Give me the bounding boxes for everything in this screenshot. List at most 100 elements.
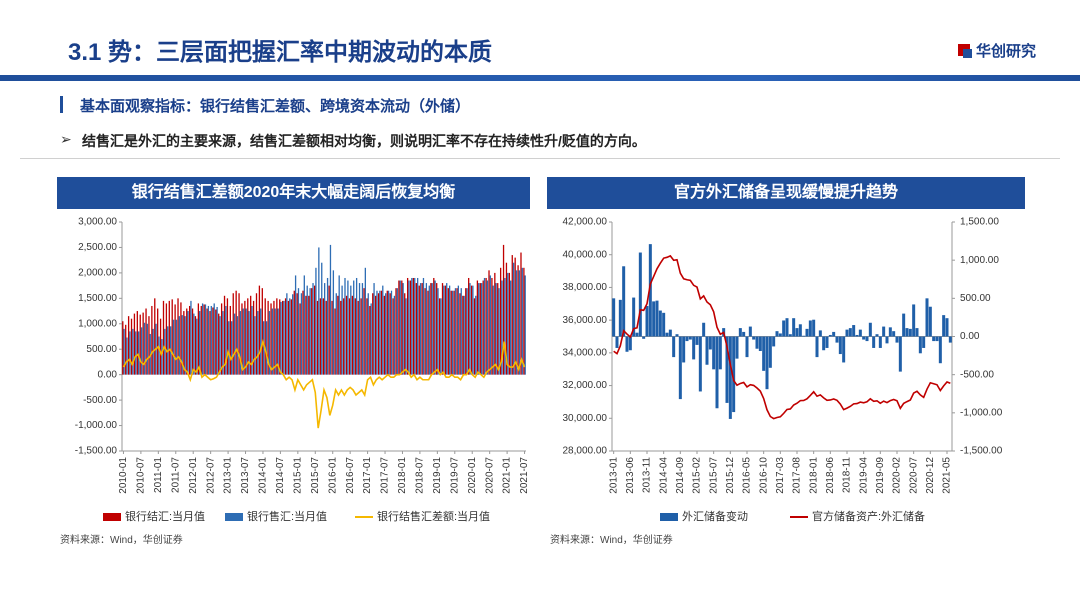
bar (241, 303, 243, 375)
bar (177, 298, 179, 375)
bar (507, 272, 509, 375)
bar (228, 321, 230, 375)
bar (708, 336, 712, 350)
bar (922, 336, 926, 348)
bar (322, 298, 324, 375)
bar (457, 285, 460, 375)
bar (483, 277, 486, 375)
bar (512, 262, 515, 375)
legend-label: 外汇储备变动 (682, 509, 748, 523)
bar (456, 288, 458, 375)
bar (858, 329, 862, 337)
bar (260, 308, 262, 375)
bar (399, 280, 401, 375)
bar (862, 336, 866, 340)
bar (612, 298, 616, 337)
y-tick-label: 32,000.00 (563, 380, 608, 391)
bar (825, 336, 829, 348)
bar (268, 311, 271, 375)
bar (331, 300, 333, 375)
bar (808, 320, 812, 337)
bar (521, 267, 523, 375)
bar (282, 300, 284, 375)
bar (312, 283, 314, 375)
bar (488, 270, 490, 375)
bar (328, 285, 330, 375)
bar (248, 311, 250, 375)
bar (122, 321, 124, 375)
bar (172, 319, 175, 375)
bar (297, 288, 300, 375)
bar (174, 304, 176, 375)
bar (444, 285, 447, 375)
bar (520, 252, 522, 375)
bar (912, 304, 916, 337)
bar (257, 311, 259, 375)
bar (193, 313, 195, 375)
bar (511, 255, 513, 375)
x-tick-label: 2012-01 (188, 457, 199, 494)
bar (436, 283, 438, 375)
legend-swatch (660, 513, 678, 521)
bar (479, 283, 481, 375)
bar (338, 275, 340, 375)
bar (286, 293, 288, 375)
bar (287, 300, 290, 375)
bar (752, 336, 756, 340)
bar (191, 308, 194, 375)
y-tick-label: -1,500.00 (75, 446, 118, 457)
bar (898, 336, 902, 372)
bar (242, 308, 244, 375)
bar (206, 308, 208, 375)
x-tick-label: 2011-07 (170, 457, 181, 493)
bar (778, 333, 782, 337)
x-tick-label: 2020-02 (892, 457, 903, 494)
bar (361, 283, 364, 375)
bar (705, 336, 709, 365)
legend-label: 官方储备资产:外汇储备 (812, 509, 925, 523)
bar (662, 312, 666, 337)
bar (485, 277, 487, 375)
bar (136, 311, 138, 375)
bar (441, 283, 444, 375)
bar (373, 283, 375, 375)
bar (386, 290, 388, 375)
bar (313, 285, 316, 375)
y2-tick-label: 1,000.00 (960, 255, 999, 266)
y-tick-label: 30,000.00 (563, 413, 608, 424)
bar (143, 322, 146, 375)
bar (928, 306, 932, 337)
bar (251, 305, 253, 375)
bar (262, 321, 265, 375)
bar (645, 305, 649, 337)
bar (892, 331, 896, 337)
legend-label: 银行结汇:当月值 (125, 509, 205, 523)
bar (353, 280, 355, 375)
bar (489, 275, 491, 375)
bar (882, 326, 886, 337)
bar (635, 332, 639, 337)
y-tick-label: 36,000.00 (563, 315, 608, 326)
bar (712, 336, 716, 370)
bar (430, 283, 432, 375)
bar (482, 280, 484, 375)
divider (20, 158, 1060, 159)
bar (460, 288, 462, 375)
bar (412, 277, 415, 375)
bar (785, 318, 789, 337)
bar (518, 270, 521, 375)
x-tick-label: 2010-07 (136, 457, 147, 494)
bar (235, 290, 237, 375)
bar (414, 277, 416, 375)
bar (478, 283, 480, 375)
bar (938, 336, 942, 364)
bar (293, 290, 295, 375)
x-tick-label: 2019-09 (875, 457, 886, 494)
bar (434, 280, 436, 375)
bar (652, 301, 656, 337)
bar (702, 322, 706, 337)
bar (383, 295, 386, 375)
bar (254, 316, 256, 375)
bar (628, 336, 632, 351)
bar (344, 277, 346, 375)
